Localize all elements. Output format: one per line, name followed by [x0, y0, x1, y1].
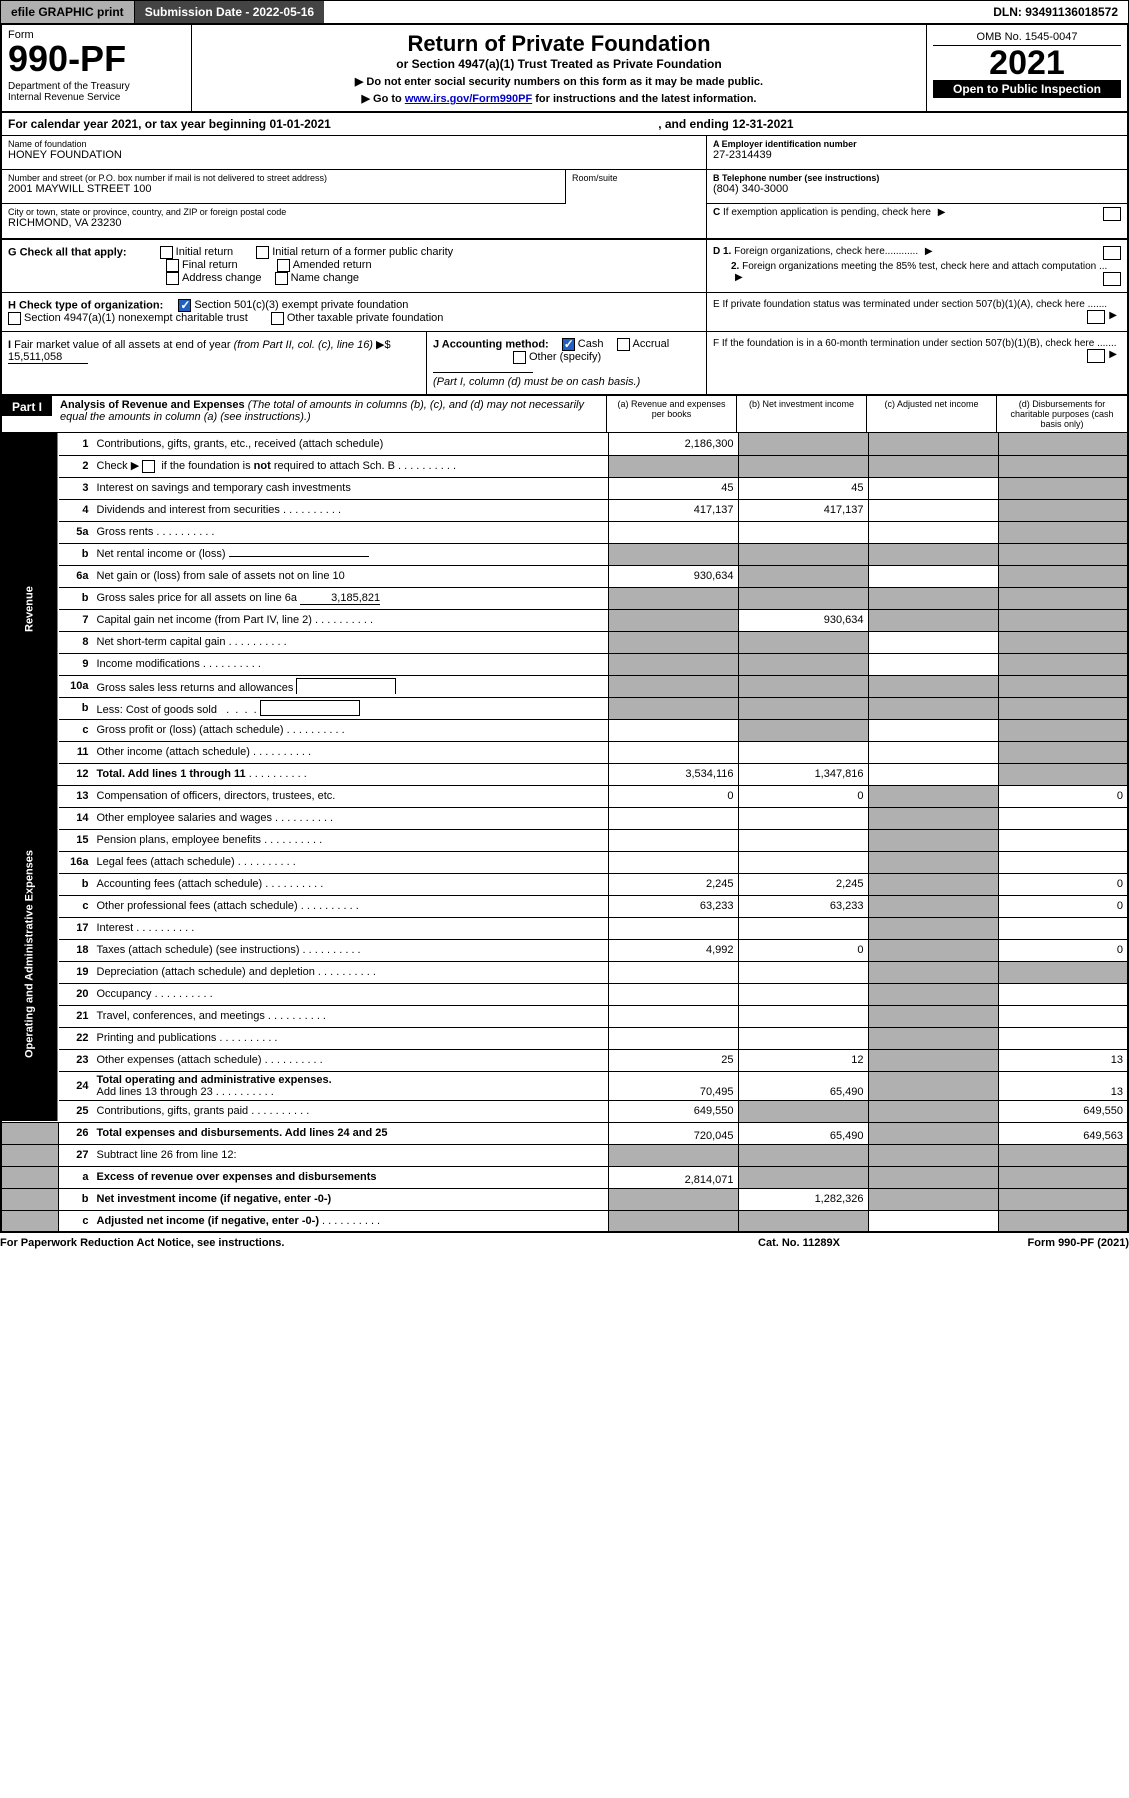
foundation-name: HONEY FOUNDATION: [8, 149, 700, 161]
tel-label: B Telephone number (see instructions): [713, 173, 1121, 183]
section-g: G Check all that apply: Initial return I…: [0, 240, 1129, 293]
address: 2001 MAYWILL STREET 100: [8, 183, 559, 195]
submission-date: Submission Date - 2022-05-16: [135, 1, 324, 23]
chk-accrual[interactable]: [617, 338, 630, 351]
form-title: Return of Private Foundation: [202, 31, 916, 57]
chk-amended[interactable]: [277, 259, 290, 272]
d1-checkbox[interactable]: [1103, 246, 1121, 260]
chk-initial[interactable]: [160, 246, 173, 259]
section-ijf: I Fair market value of all assets at end…: [0, 332, 1129, 396]
chk-name[interactable]: [275, 272, 288, 285]
chk-schb[interactable]: [142, 460, 155, 473]
cat-no: Cat. No. 11289X: [669, 1237, 929, 1249]
city-label: City or town, state or province, country…: [8, 207, 700, 217]
note-2: ▶ Go to www.irs.gov/Form990PF for instru…: [202, 92, 916, 105]
entity-info: Name of foundation HONEY FOUNDATION Numb…: [0, 136, 1129, 240]
col-a-hdr: (a) Revenue and expenses per books: [607, 396, 737, 432]
form-header: Form 990-PF Department of the Treasury I…: [0, 24, 1129, 113]
paperwork-notice: For Paperwork Reduction Act Notice, see …: [0, 1237, 669, 1249]
dept: Department of the Treasury Internal Reve…: [8, 81, 185, 103]
e-label: E If private foundation status was termi…: [713, 299, 1121, 310]
ein-label: A Employer identification number: [713, 139, 1121, 149]
d1-label: D 1. Foreign organizations, check here..…: [713, 246, 1121, 257]
chk-address[interactable]: [166, 272, 179, 285]
col-c-hdr: (c) Adjusted net income: [867, 396, 997, 432]
e-checkbox[interactable]: [1087, 310, 1105, 324]
addr-label: Number and street (or P.O. box number if…: [8, 173, 559, 183]
name-label: Name of foundation: [8, 139, 700, 149]
form-ref: Form 990-PF (2021): [929, 1237, 1129, 1249]
chk-final[interactable]: [166, 259, 179, 272]
c-checkbox[interactable]: [1103, 207, 1121, 221]
topbar: efile GRAPHIC print Submission Date - 20…: [0, 0, 1129, 24]
chk-initial-former[interactable]: [256, 246, 269, 259]
col-b-hdr: (b) Net investment income: [737, 396, 867, 432]
part1-table: Revenue 1Contributions, gifts, grants, e…: [0, 433, 1129, 1233]
f-checkbox[interactable]: [1087, 349, 1105, 363]
chk-other-method[interactable]: [513, 351, 526, 364]
irs-link[interactable]: www.irs.gov/Form990PF: [405, 93, 532, 105]
page-footer: For Paperwork Reduction Act Notice, see …: [0, 1233, 1129, 1253]
c-label: C If exemption application is pending, c…: [713, 207, 931, 218]
city-state-zip: RICHMOND, VA 23230: [8, 217, 700, 229]
chk-other-taxable[interactable]: [271, 312, 284, 325]
telephone: (804) 340-3000: [713, 183, 1121, 195]
room-label: Room/suite: [566, 170, 706, 204]
col-d-hdr: (d) Disbursements for charitable purpose…: [997, 396, 1127, 432]
chk-4947[interactable]: [8, 312, 21, 325]
efile-print-button[interactable]: efile GRAPHIC print: [1, 1, 135, 23]
ein: 27-2314439: [713, 149, 1121, 161]
form-subtitle: or Section 4947(a)(1) Trust Treated as P…: [202, 57, 916, 71]
chk-cash[interactable]: [562, 338, 575, 351]
open-to-public: Open to Public Inspection: [933, 80, 1121, 98]
note-1: ▶ Do not enter social security numbers o…: [202, 75, 916, 88]
f-label: F If the foundation is in a 60-month ter…: [713, 338, 1121, 349]
tax-year: 2021: [933, 46, 1121, 80]
revenue-side: Revenue: [1, 433, 59, 785]
fmv-value: 15,511,058: [8, 351, 88, 364]
part1-tab: Part I: [2, 396, 52, 416]
part1-header: Part I Analysis of Revenue and Expenses …: [0, 396, 1129, 433]
dln: DLN: 93491136018572: [983, 1, 1128, 23]
form-number: 990-PF: [8, 41, 185, 77]
j-note: (Part I, column (d) must be on cash basi…: [433, 376, 640, 388]
chk-501c3[interactable]: [178, 299, 191, 312]
d2-label: 2. Foreign organizations meeting the 85%…: [713, 261, 1121, 283]
expenses-side: Operating and Administrative Expenses: [1, 785, 59, 1122]
section-h: H Check type of organization: Section 50…: [0, 293, 1129, 332]
calendar-year-row: For calendar year 2021, or tax year begi…: [0, 113, 1129, 136]
d2-checkbox[interactable]: [1103, 272, 1121, 286]
